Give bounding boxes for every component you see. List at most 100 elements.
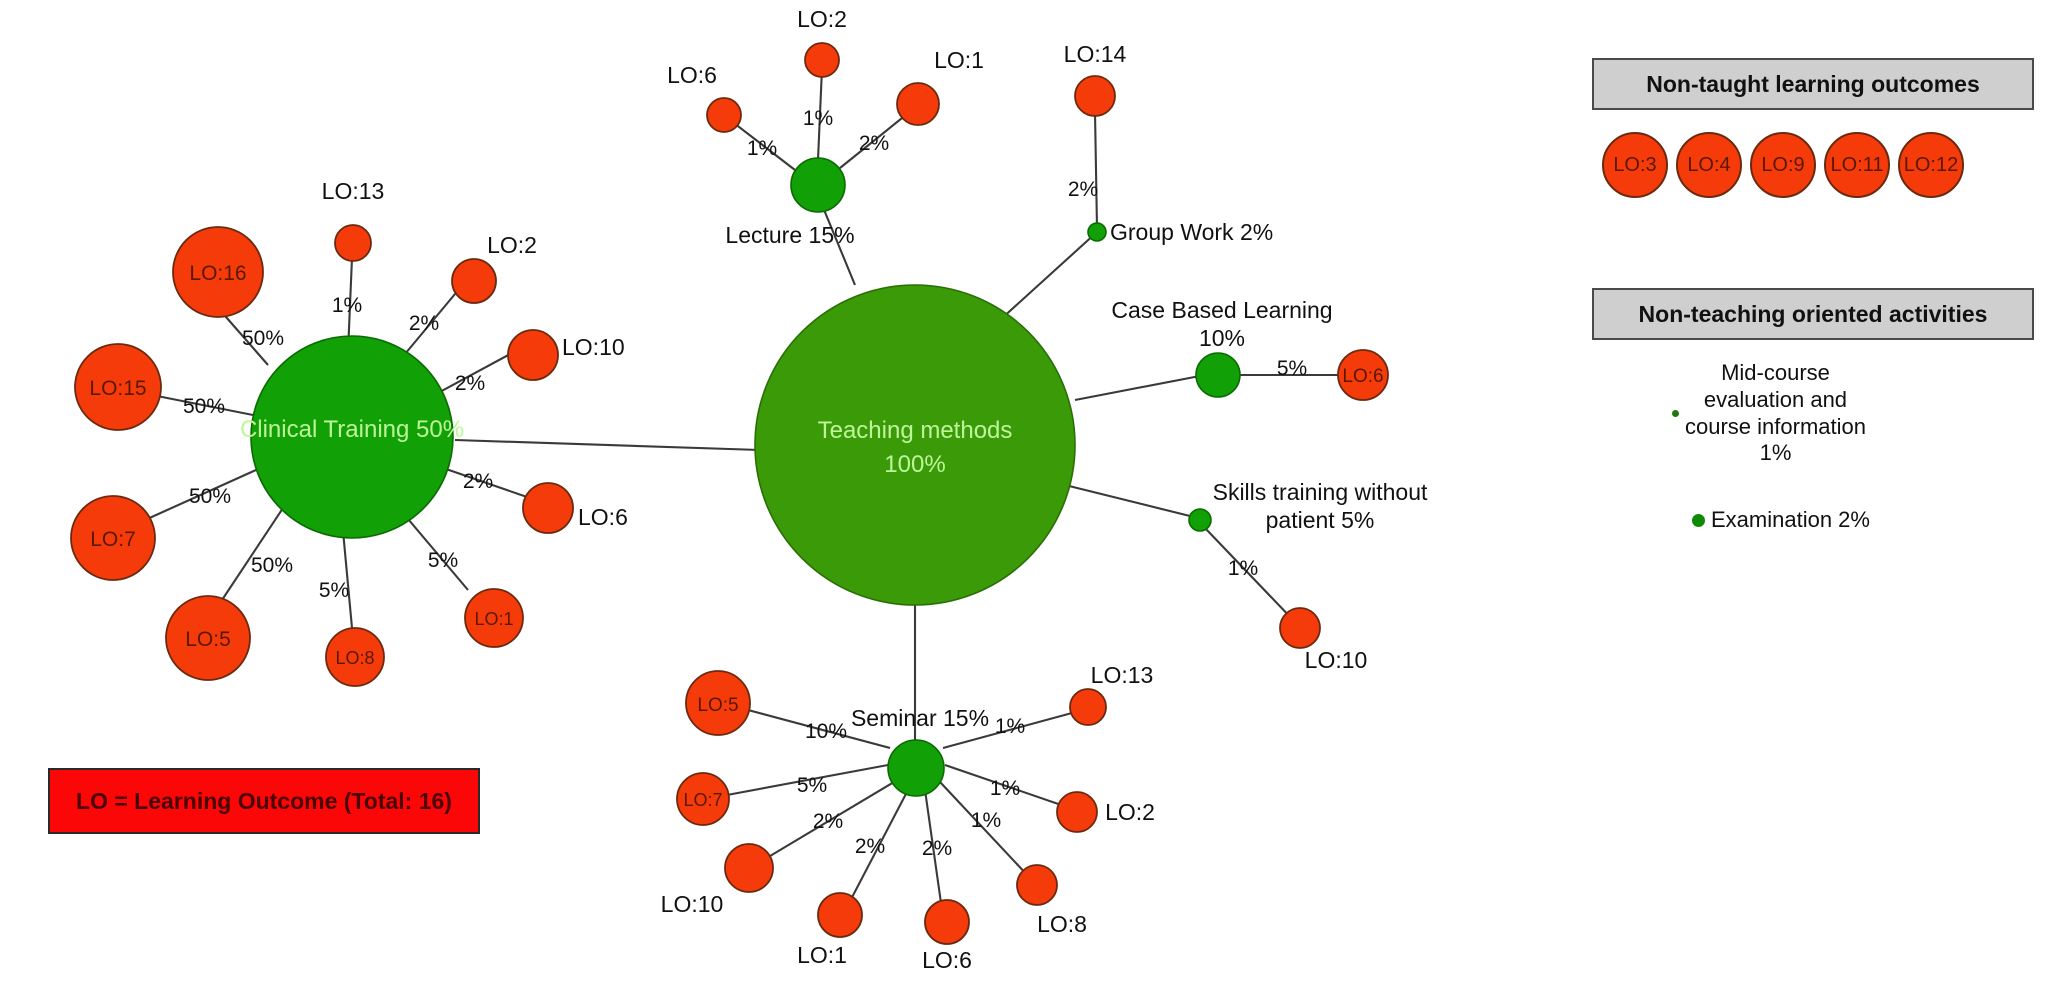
lo-node-sem-lo1[interactable] [817,892,863,938]
method-node-teaching-methods[interactable] [754,284,1076,606]
method-node-seminar[interactable] [887,739,945,797]
pct-ct-lo2: 2% [409,312,439,335]
panel-non-taught-title: Non-taught learning outcomes [1592,58,2034,110]
lo-node-lec-lo6[interactable] [706,97,742,133]
panel-non-taught-learning-outcomes: Non-taught learning outcomes LO:3 LO:4 L… [1592,58,2034,198]
lo-node-sem-lo5-label: LO:5 [697,695,738,716]
lo-node-sem-lo5[interactable] [685,670,751,736]
lo-node-sem-lo10-label: LO:10 [661,891,724,917]
lo-node-ct-lo15[interactable] [74,343,162,431]
seminar-edges [726,708,1084,911]
lo-node-ct-lo16-label: LO:16 [189,262,246,285]
lo-node-sem-lo7-label: LO:7 [683,790,722,810]
pct-ct-lo1: 5% [428,549,458,572]
lo-node-sem-lo2-label: LO:2 [1105,799,1155,825]
pct-ct-lo8: 5% [319,579,349,602]
method-label-cbl-line2: 10% [1199,325,1245,351]
non-taught-lo-chip[interactable]: LO:9 [1750,132,1816,198]
method-node-lecture[interactable] [790,157,846,213]
lecture-lo-nodes: LO:6 LO:2 LO:1 [667,6,984,133]
lo-node-cbl-lo6-label: LO:6 [1342,366,1383,387]
pct-sem-lo13: 1% [995,715,1025,738]
non-taught-lo-chip[interactable]: LO:4 [1676,132,1742,198]
lo-node-ct-lo5[interactable] [165,595,251,681]
lo-node-sem-lo7[interactable] [676,772,730,826]
edge-sem-lo5 [747,708,891,750]
edge-lec-lo2 [816,67,824,161]
lo-node-cbl-lo6[interactable] [1337,349,1389,401]
lo-node-ct-lo8[interactable] [325,627,385,687]
panel-non-teaching-title: Non-teaching oriented activities [1592,288,2034,340]
edge-gw-lo14 [1093,111,1099,229]
edge-ct-lo7 [144,469,257,521]
lo-node-st-lo10[interactable] [1279,607,1321,649]
pct-ct-lo10: 2% [455,372,485,395]
lo-node-lec-lo1-label: LO:1 [934,47,984,73]
pct-lec-lo2: 1% [803,107,833,130]
non-taught-lo-chip[interactable]: LO:3 [1602,132,1668,198]
lo-node-ct-lo7[interactable] [70,495,156,581]
lo-node-gw-lo14[interactable] [1074,75,1116,117]
edge-lec-lo6 [729,119,796,171]
lo-node-ct-lo2[interactable] [451,258,497,304]
method-label-teaching-methods-line1: Teaching methods [818,417,1013,444]
legend-key-text: LO = Learning Outcome (Total: 16) [76,787,452,814]
lo-node-sem-lo2[interactable] [1056,791,1098,833]
pct-ct-lo5: 50% [251,554,293,577]
lo-node-ct-lo10[interactable] [507,329,559,381]
lo-node-ct-lo10-label: LO:10 [562,334,625,360]
seminar-pct-labels: 10% 5% 2% 2% 2% 1% 1% 1% [797,715,1025,860]
edge-st-lo10 [1204,527,1296,623]
pct-cbl-lo6: 5% [1277,357,1307,380]
lo-node-ct-lo1-label: LO:1 [474,609,513,629]
cbl-lo-nodes: LO:6 5% [1277,349,1389,401]
method-label-teaching-methods-line2: 100% [884,451,945,478]
method-node-clinical-training[interactable] [250,335,454,539]
lo-node-ct-lo13-label: LO:13 [322,178,385,204]
lo-node-lec-lo1[interactable] [896,82,940,126]
edge-center-groupwork [999,231,1098,321]
pct-lec-lo6: 1% [747,137,777,160]
pct-sem-lo1: 2% [855,835,885,858]
method-label-lecture: Lecture 15% [725,222,854,248]
activity-mid-course-text: Mid-course evaluation and course informa… [1685,360,1866,467]
edge-sem-lo2 [944,764,1071,809]
method-label-cbl-line1: Case Based Learning [1111,297,1332,323]
center-edges [454,199,1206,740]
method-node-skills-training[interactable] [1188,508,1212,532]
lo-node-lec-lo2[interactable] [804,42,840,78]
pct-sem-lo10: 2% [813,810,843,833]
non-taught-lo-chip[interactable]: LO:12 [1898,132,1964,198]
lo-node-ct-lo6[interactable] [522,482,574,534]
lo-node-ct-lo6-label: LO:6 [578,504,628,530]
pct-ct-lo15: 50% [183,395,225,418]
seminar-lo-nodes: LO:5 LO:7 LO:10 LO:1 LO:6 LO:8 LO:2 LO:1… [661,662,1155,973]
lo-node-ct-lo1[interactable] [464,588,524,648]
method-node-case-based-learning[interactable] [1195,352,1241,398]
activity-examination[interactable]: Examination 2% [1592,507,2034,533]
lo-node-ct-lo8-label: LO:8 [335,648,374,668]
lo-node-sem-lo13[interactable] [1069,688,1107,726]
activity-line4: 1% [1759,440,1792,466]
pct-ct-lo6: 2% [463,470,493,493]
method-label-skills-line1: Skills training without [1213,479,1428,505]
lo-node-sem-lo8[interactable] [1016,864,1058,906]
edge-center-lecture [819,199,856,286]
lo-node-lec-lo2-label: LO:2 [797,6,847,32]
non-taught-lo-chip[interactable]: LO:11 [1824,132,1890,198]
method-label-seminar: Seminar 15% [851,705,989,731]
lo-node-sem-lo6[interactable] [924,899,970,945]
lo-node-ct-lo16[interactable] [172,226,264,318]
activity-dot-icon [1672,410,1679,418]
edge-sem-lo1 [847,789,909,906]
method-nodes: Clinical Training 50% Teaching methods 1… [240,157,1428,797]
edge-ct-lo15 [151,393,254,417]
pct-sem-lo7: 5% [797,774,827,797]
edge-center-cbl [1074,373,1206,402]
lo-node-sem-lo10[interactable] [724,843,774,893]
method-node-group-work[interactable] [1087,222,1107,242]
activity-line2: evaluation and [1703,386,1848,412]
lo-node-ct-lo13[interactable] [334,224,372,262]
activity-mid-course-evaluation[interactable]: Mid-course evaluation and course informa… [1592,360,2034,467]
